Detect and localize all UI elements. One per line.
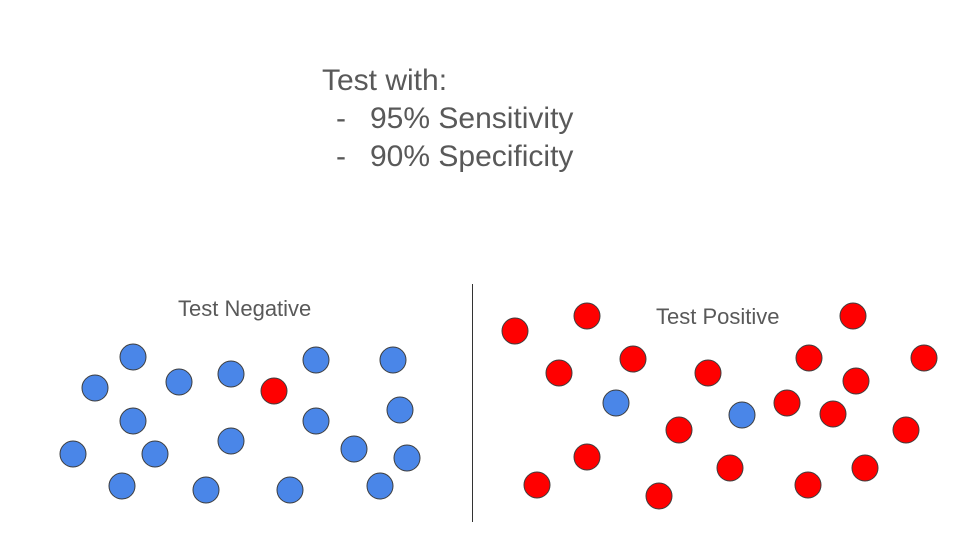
red-dot [619,345,647,373]
bullet-sensitivity: 95% Sensitivity [322,100,573,138]
blue-dot [165,368,193,396]
red-dot [645,482,673,510]
blue-dot [302,346,330,374]
test-negative-label: Test Negative [178,296,312,321]
red-dot [892,416,920,444]
red-dot [794,471,822,499]
blue-dot [386,396,414,424]
blue-dot [192,476,220,504]
test-positive-label: Test Positive [656,304,780,329]
red-dot [665,416,693,444]
blue-dot [366,472,394,500]
blue-dot [119,343,147,371]
red-dot [260,377,288,405]
blue-dot [217,360,245,388]
red-dot [773,389,801,417]
blue-dot [59,440,87,468]
red-dot [842,367,870,395]
blue-dot [108,472,136,500]
red-dot [573,302,601,330]
blue-dot [379,346,407,374]
red-dot [716,454,744,482]
red-dot [795,344,823,372]
blue-dot [340,435,368,463]
red-dot [545,359,573,387]
blue-dot [393,444,421,472]
heading-title: Test with: [322,64,448,97]
test-description: Test with: 95% Sensitivity 90% Specifici… [322,62,573,176]
blue-dot [276,476,304,504]
blue-dot [81,374,109,402]
blue-dot [141,440,169,468]
red-dot [573,443,601,471]
blue-dot [119,407,147,435]
red-dot [523,471,551,499]
red-dot [501,317,529,345]
blue-dot [602,389,630,417]
red-dot [851,454,879,482]
blue-dot [728,401,756,429]
blue-dot [302,407,330,435]
group-divider [472,284,473,522]
bullet-list: 95% Sensitivity 90% Specificity [322,100,573,176]
blue-dot [217,427,245,455]
red-dot [910,344,938,372]
red-dot [819,400,847,428]
red-dot [694,359,722,387]
bullet-specificity: 90% Specificity [322,138,573,176]
red-dot [839,302,867,330]
